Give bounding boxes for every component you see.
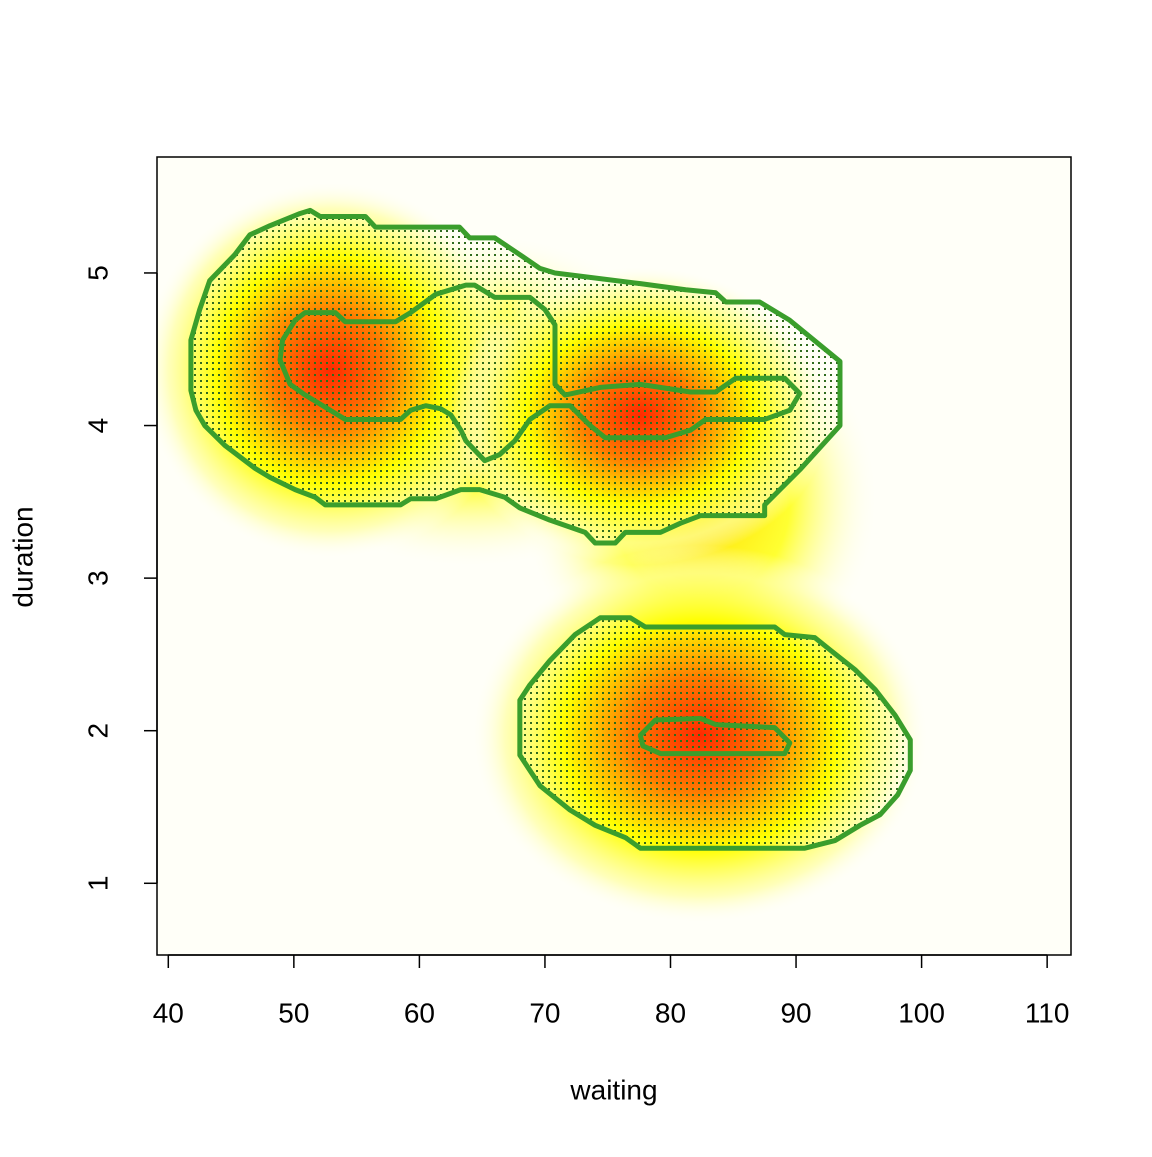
x-tick-label: 100 <box>898 997 945 1028</box>
contours <box>188 207 913 851</box>
y-tick-label: 2 <box>82 723 113 739</box>
y-axis-label: duration <box>7 506 38 607</box>
contour-line <box>637 715 793 757</box>
x-tick-label: 90 <box>780 997 811 1028</box>
x-tick-label: 80 <box>655 997 686 1028</box>
y-tick-label: 3 <box>82 570 113 586</box>
contour-line <box>517 615 913 851</box>
x-tick-label: 50 <box>278 997 309 1028</box>
y-tick-label: 1 <box>82 875 113 891</box>
contour-line <box>277 282 803 464</box>
x-axis-label: waiting <box>569 1074 657 1105</box>
x-tick-label: 70 <box>529 997 560 1028</box>
x-tick-label: 110 <box>1025 997 1070 1028</box>
axes: 40 50 60 70 80 90 100 110 1 2 3 4 5 <box>82 265 1069 1028</box>
contour-line <box>188 207 843 546</box>
x-tick-label: 60 <box>404 997 435 1028</box>
x-tick-label: 40 <box>153 997 184 1028</box>
y-tick-label: 5 <box>82 265 113 281</box>
y-tick-label: 4 <box>82 418 113 434</box>
